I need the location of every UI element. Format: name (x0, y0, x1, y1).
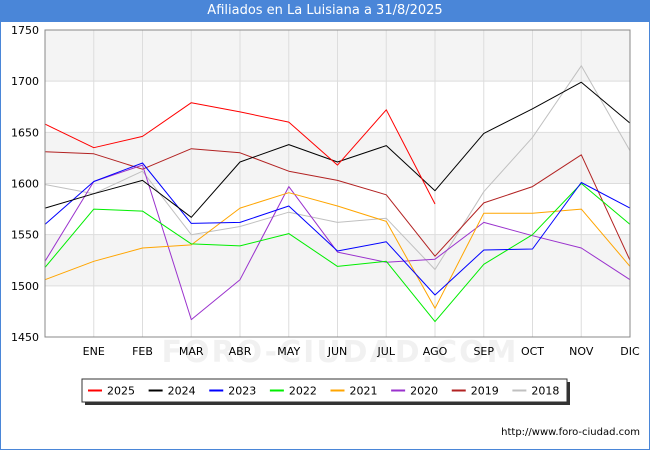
x-tick-label: DIC (620, 345, 640, 358)
x-tick-label: JUL (377, 345, 396, 358)
series-line-2019 (44, 148, 631, 261)
plot-border (44, 29, 631, 338)
legend-label-2021: 2021 (350, 385, 378, 398)
y-tick-label: 1500 (11, 280, 39, 293)
legend-label-2024: 2024 (168, 385, 196, 398)
x-axis-ticks: ENE FEB MAR ABR MAY JUN JUL AGO SEP OCT NOV DIC (83, 345, 640, 358)
x-tick-label: AGO (423, 345, 448, 358)
x-tick-label: JUN (327, 345, 348, 358)
legend-label-2025: 2025 (107, 385, 135, 398)
x-tick-label: MAY (277, 345, 300, 358)
legend-label-2022: 2022 (289, 385, 317, 398)
y-tick-label: 1700 (11, 75, 39, 88)
y-tick-label: 1600 (11, 178, 39, 191)
y-tick-label: 1650 (11, 126, 39, 139)
series-line-2021 (44, 192, 631, 309)
series-lines (44, 65, 631, 323)
y-tick-label: 1450 (11, 331, 39, 344)
x-tick-label: ABR (229, 345, 252, 358)
y-tick-label: 1550 (11, 229, 39, 242)
y-axis-ticks: 1450 1500 1550 1600 1650 1700 1750 (11, 24, 39, 344)
y-tick-label: 1750 (11, 24, 39, 37)
legend-label-2023: 2023 (228, 385, 256, 398)
watermark: FORO-CIUDAD.COM (162, 335, 519, 370)
x-tick-label: OCT (521, 345, 544, 358)
legend-label-2019: 2019 (471, 385, 499, 398)
chart-title: Afiliados en La Luisiana a 31/8/2025 (0, 0, 650, 22)
series-line-2022 (44, 183, 631, 323)
legend-label-2020: 2020 (410, 385, 438, 398)
legend-label-2018: 2018 (531, 385, 559, 398)
legend-box (81, 378, 568, 403)
x-tick-label: FEB (132, 345, 153, 358)
series-line-2020 (44, 164, 631, 321)
x-tick-label: MAR (179, 345, 204, 358)
series-line-2024 (44, 81, 631, 218)
series-line-2023 (44, 162, 631, 296)
x-tick-label: NOV (569, 345, 594, 358)
x-tick-label: SEP (473, 345, 494, 358)
source-url: http://www.foro-ciudad.com (501, 427, 640, 438)
x-tick-label: ENE (83, 345, 105, 358)
series-line-2025 (44, 102, 436, 205)
series-line-2018 (44, 65, 631, 270)
legend: 2025 2024 2023 2022 2021 2020 2019 2018 (81, 378, 570, 405)
